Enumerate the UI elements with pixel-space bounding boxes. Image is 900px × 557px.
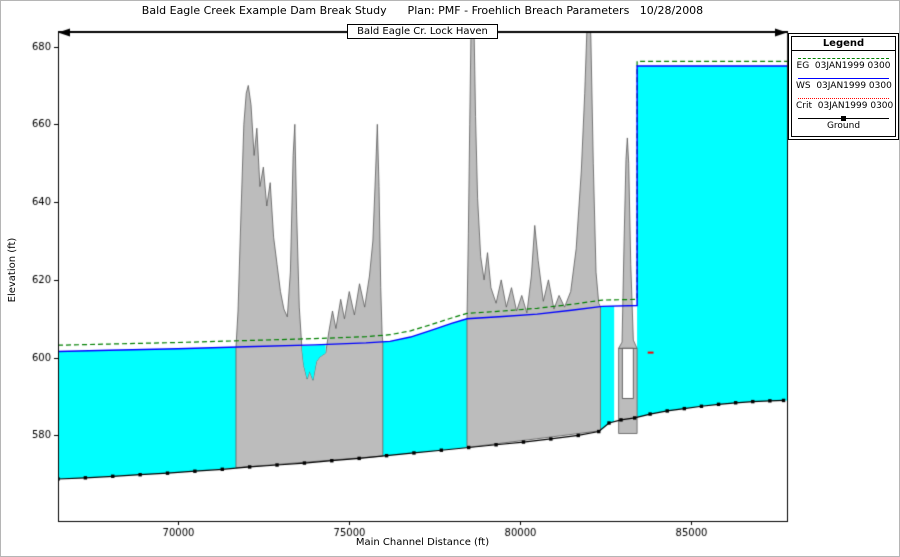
legend-line-sample: [798, 116, 889, 121]
legend-line-sample: [798, 78, 889, 79]
legend-entry: WS 03JAN1999 0300: [796, 78, 892, 92]
legend-entry-label: WS 03JAN1999 0300: [796, 81, 892, 91]
legend-entries: EG 03JAN1999 0300 WS 03JAN1999 0300 Crit 0…: [792, 51, 895, 136]
legend-line-sample: [798, 98, 889, 99]
ground-marker-sample: [840, 116, 846, 121]
legend-line-sample: [798, 58, 889, 59]
x-axis-title: Main Channel Distance (ft): [355, 537, 490, 548]
legend-entry: Ground: [796, 116, 891, 132]
legend-entry-label: Crit 03JAN1999 0300: [796, 101, 894, 111]
legend-title: Legend: [792, 37, 895, 51]
legend-box: Legend EG 03JAN1999 0300 WS 03JAN1999 030…: [788, 33, 899, 140]
y-axis-title: Elevation (ft): [7, 237, 18, 303]
legend-entry: EG 03JAN1999 0300: [796, 58, 891, 72]
legend-entry: Crit 03JAN1999 0300: [796, 98, 894, 112]
plot-title: Bald Eagle Creek Example Dam Break Study…: [141, 4, 704, 17]
legend-entry-label: EG 03JAN1999 0300: [796, 61, 891, 71]
legend-entry-label: Ground: [826, 121, 861, 131]
